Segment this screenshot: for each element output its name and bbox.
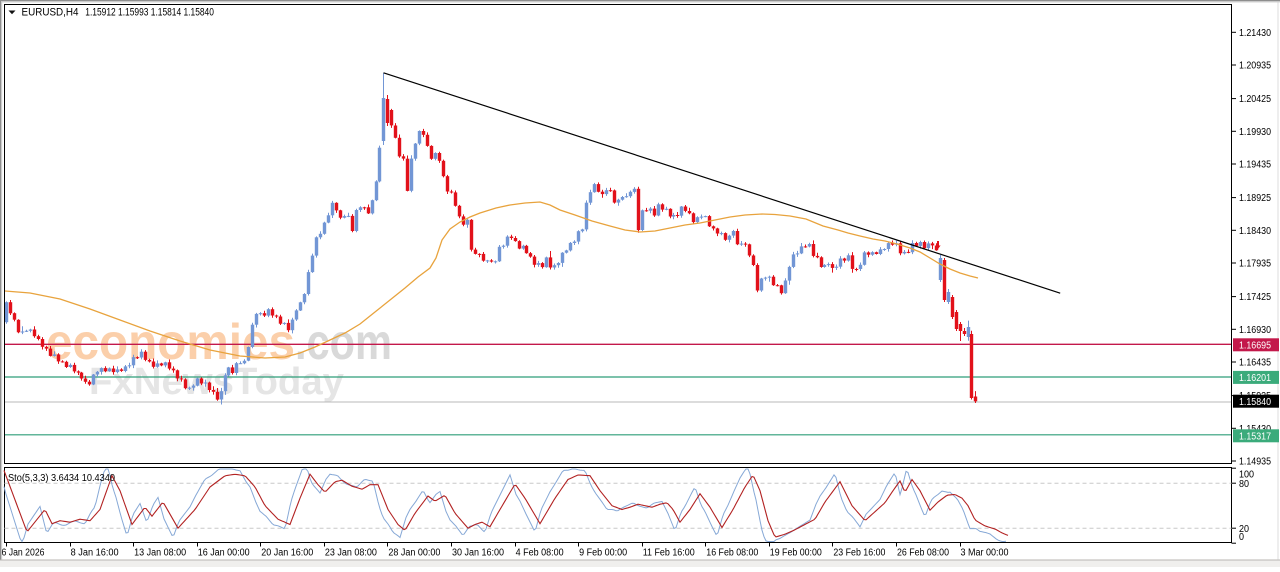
- svg-text:11 Feb 16:00: 11 Feb 16:00: [643, 548, 695, 559]
- svg-text:9 Feb 00:00: 9 Feb 00:00: [579, 548, 627, 559]
- svg-text:80: 80: [1239, 479, 1249, 490]
- svg-text:100: 100: [1239, 470, 1254, 481]
- svg-text:1.19435: 1.19435: [1239, 160, 1271, 171]
- svg-text:16 Feb 08:00: 16 Feb 08:00: [706, 548, 758, 559]
- svg-text:3 Mar 00:00: 3 Mar 00:00: [961, 548, 1009, 559]
- svg-text:1.18430: 1.18430: [1239, 226, 1271, 237]
- svg-text:26 Feb 08:00: 26 Feb 08:00: [897, 548, 949, 559]
- svg-text:1.15840: 1.15840: [1239, 397, 1271, 408]
- svg-text:16 Jan 00:00: 16 Jan 00:00: [198, 548, 250, 559]
- svg-text:30 Jan 16:00: 30 Jan 16:00: [452, 548, 504, 559]
- svg-text:23 Feb 16:00: 23 Feb 16:00: [833, 548, 885, 559]
- svg-text:8 Jan 16:00: 8 Jan 16:00: [71, 548, 119, 559]
- svg-text:13 Jan 08:00: 13 Jan 08:00: [134, 548, 186, 559]
- svg-text:1.15912 1.15993 1.15814 1.1584: 1.15912 1.15993 1.15814 1.15840: [85, 7, 214, 19]
- svg-text:0: 0: [1239, 532, 1244, 543]
- svg-text:Sto(5,3,3) 3.6434 10.4340: Sto(5,3,3) 3.6434 10.4340: [8, 473, 115, 484]
- svg-text:1.14935: 1.14935: [1239, 457, 1271, 468]
- svg-text:28 Jan 00:00: 28 Jan 00:00: [388, 548, 440, 559]
- svg-text:1.21430: 1.21430: [1239, 28, 1271, 39]
- svg-text:EURUSD,H4: EURUSD,H4: [22, 7, 79, 19]
- svg-text:19 Feb 00:00: 19 Feb 00:00: [770, 548, 822, 559]
- svg-text:6 Jan 2026: 6 Jan 2026: [2, 548, 45, 559]
- svg-text:1.16695: 1.16695: [1239, 340, 1271, 351]
- svg-text:.com: .com: [295, 314, 392, 370]
- svg-text:20: 20: [1239, 524, 1249, 535]
- svg-text:20 Jan 16:00: 20 Jan 16:00: [261, 548, 313, 559]
- svg-text:4 Feb 08:00: 4 Feb 08:00: [516, 548, 564, 559]
- svg-text:1.17935: 1.17935: [1239, 259, 1271, 270]
- svg-text:1.20425: 1.20425: [1239, 94, 1271, 105]
- svg-text:1.16930: 1.16930: [1239, 325, 1271, 336]
- svg-text:1.19930: 1.19930: [1239, 127, 1271, 138]
- svg-text:1.16201: 1.16201: [1239, 373, 1271, 384]
- svg-text:1.16435: 1.16435: [1239, 358, 1271, 369]
- svg-text:1.18925: 1.18925: [1239, 193, 1271, 204]
- svg-text:23 Jan 08:00: 23 Jan 08:00: [325, 548, 377, 559]
- svg-text:1.17425: 1.17425: [1239, 292, 1271, 303]
- svg-text:1.20935: 1.20935: [1239, 61, 1271, 72]
- svg-text:1.15317: 1.15317: [1239, 431, 1271, 442]
